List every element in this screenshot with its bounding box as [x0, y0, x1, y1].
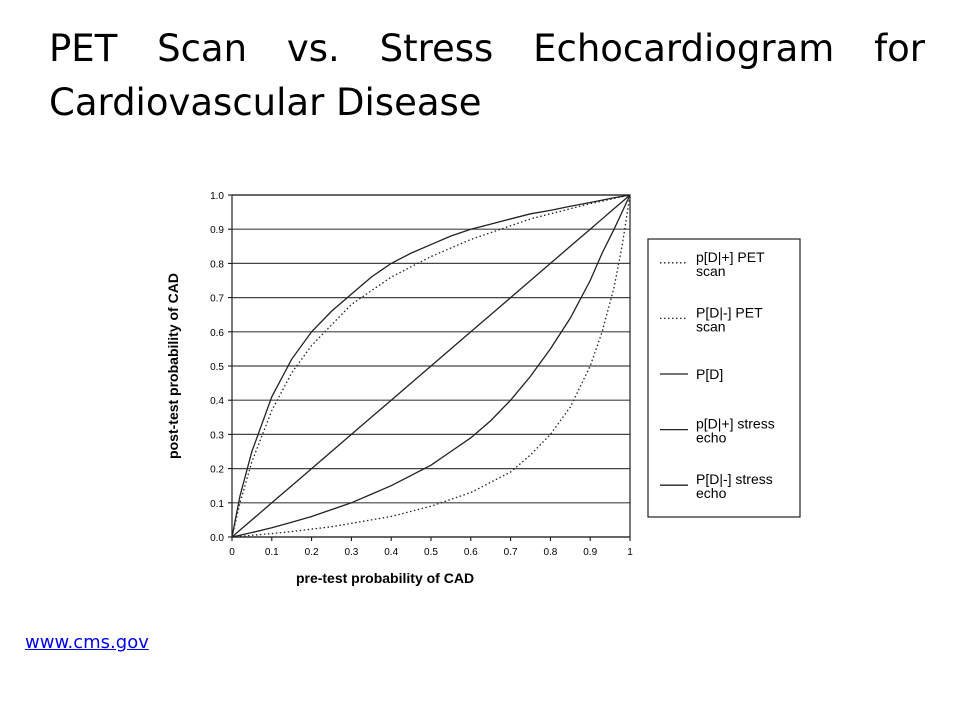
y-tick-label: 0.3	[210, 430, 224, 441]
y-tick-label: 0.1	[210, 499, 224, 510]
legend-label: P[D|-] PET scan	[696, 304, 763, 334]
x-tick-label: 0	[229, 547, 235, 558]
chart-container: 0.0 0.1 0.2 0.3 0.4 0.5 0.6 0.7 0.8 0.9 1.0 0 0.1 0.2…	[160, 185, 810, 595]
series-line	[231, 194, 631, 538]
x-tick-label: 0.8	[543, 547, 557, 558]
line-chart: 0.0 0.1 0.2 0.3 0.4 0.5 0.6 0.7 0.8 0.9 1.0 0 0.1 0.2…	[160, 185, 810, 595]
legend-label: P[D|-] stress echo	[696, 471, 773, 501]
legend-box	[647, 238, 801, 518]
y-axis-label: post-test probability of CAD	[165, 273, 181, 459]
y-tick-label: 0.9	[210, 225, 224, 236]
x-tick-label: 1	[627, 547, 633, 558]
legend-label: P[D]	[696, 366, 723, 382]
plot-frame	[231, 194, 631, 538]
legend: p[D|+] PET scan P[D|-] PET scan P[D] p[D|+] s…	[647, 238, 801, 518]
x-axis-label: pre-test probability of CAD	[296, 570, 474, 586]
x-tick-label: 0.4	[384, 547, 398, 558]
source-link[interactable]: www.cms.gov	[25, 632, 149, 653]
series-line	[231, 194, 631, 538]
series-line	[231, 194, 631, 538]
tick-labels: 0.0 0.1 0.2 0.3 0.4 0.5 0.6 0.7 0.8 0.9 1.0 0 0.1 0.2…	[210, 191, 633, 558]
y-tick-label: 0.5	[210, 362, 224, 373]
y-tick-label: 0.2	[210, 465, 224, 476]
x-tick-label: 0.9	[583, 547, 597, 558]
x-tick-label: 0.7	[504, 547, 518, 558]
y-tick-label: 0.4	[210, 396, 224, 407]
y-tick-label: 0.8	[210, 259, 224, 270]
legend-label: p[D|+] PET scan	[696, 249, 765, 279]
series-line	[231, 194, 631, 538]
series-line	[231, 194, 631, 538]
x-tick-label: 0.5	[424, 547, 438, 558]
legend-label: p[D|+] stress echo	[696, 416, 775, 446]
y-tick-label: 0.6	[210, 328, 224, 339]
axes	[228, 194, 631, 541]
y-tick-label: 1.0	[210, 191, 224, 202]
x-tick-label: 0.6	[464, 547, 478, 558]
x-tick-label: 0.1	[265, 547, 279, 558]
y-tick-label: 0.7	[210, 294, 224, 305]
x-tick-label: 0.2	[305, 547, 319, 558]
series-lines	[231, 194, 631, 538]
slide-title: PET Scan vs. Stress Echocardiogram for C…	[49, 27, 925, 124]
y-tick-label: 0.0	[210, 533, 224, 544]
x-tick-label: 0.3	[344, 547, 358, 558]
